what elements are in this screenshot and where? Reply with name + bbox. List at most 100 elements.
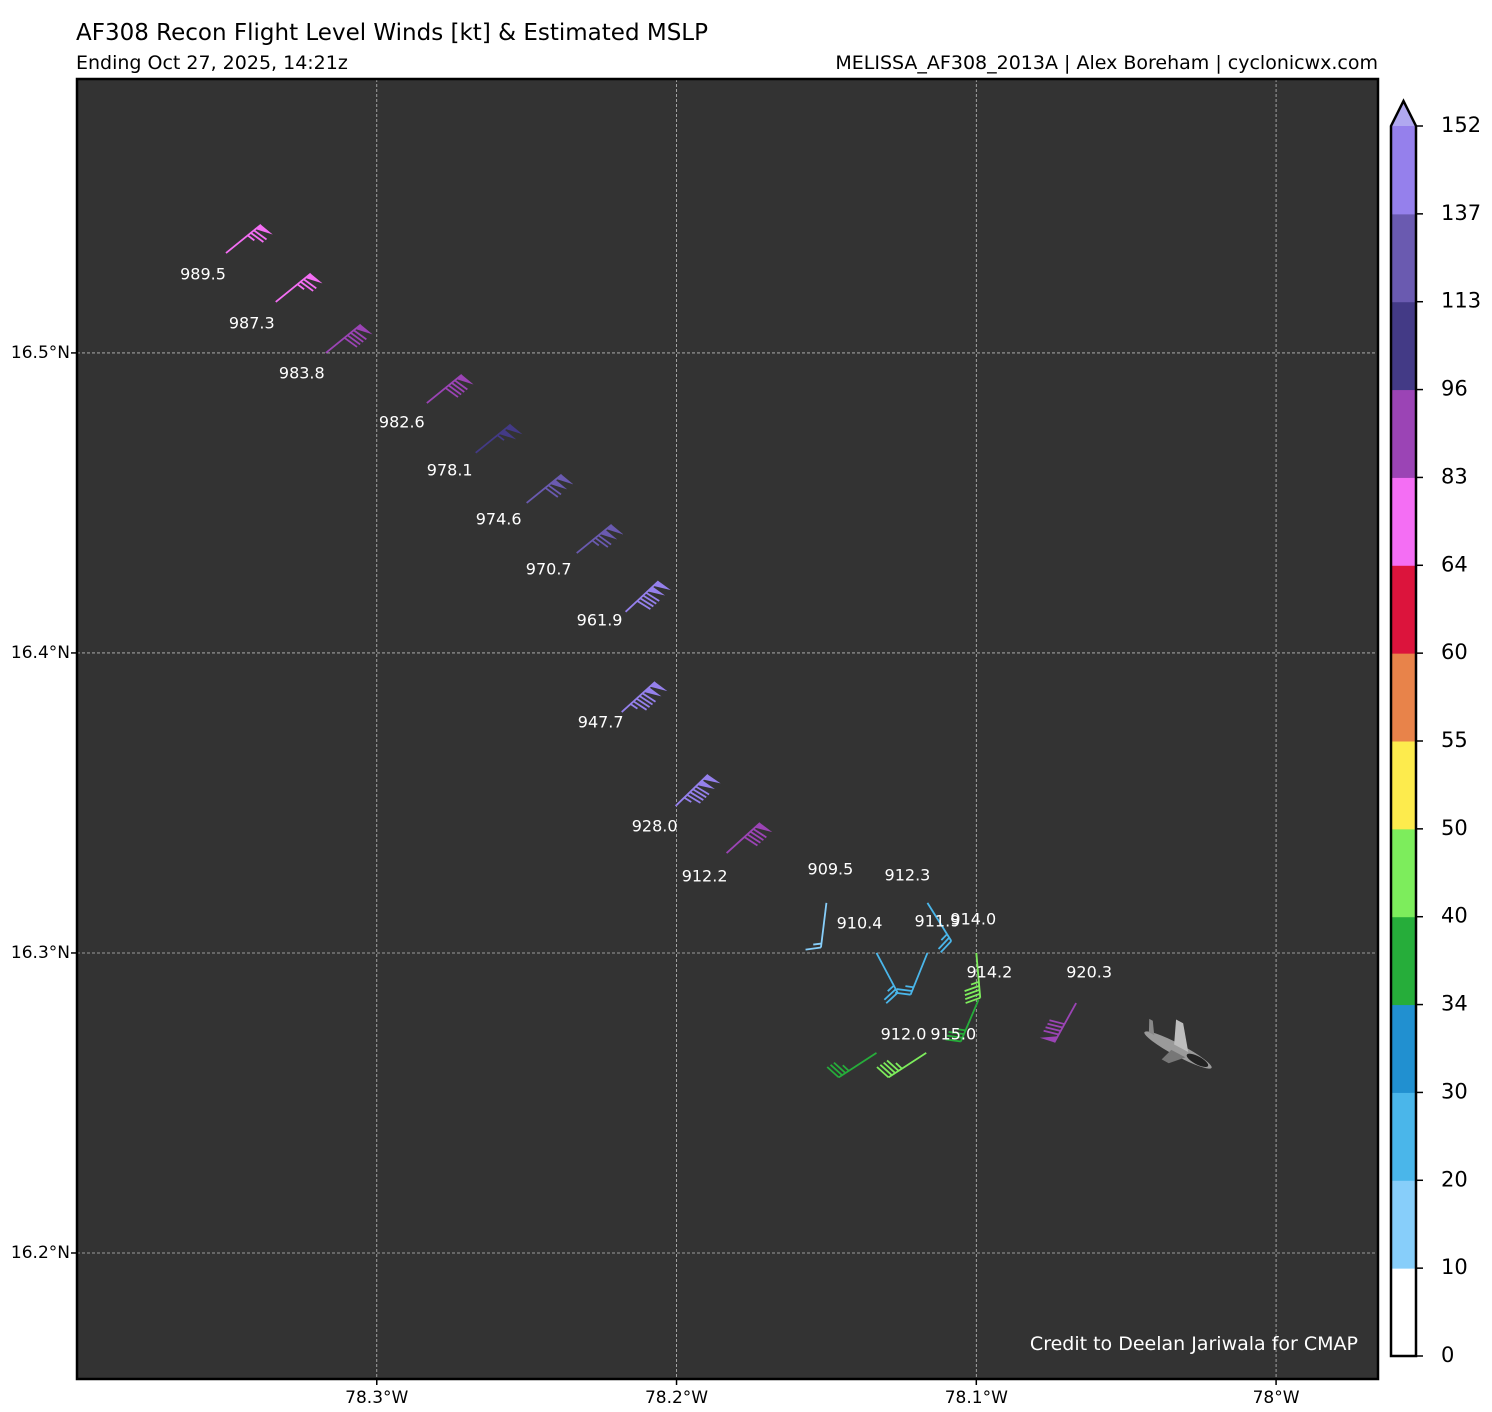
colorbar-tick-label: 64 (1441, 552, 1468, 576)
wind-barb (826, 1052, 877, 1079)
pressure-label: 911.9 (915, 911, 961, 930)
colorbar-swatch (1391, 916, 1416, 1006)
barb-half (813, 942, 822, 946)
barb-staff (1053, 1002, 1077, 1043)
wind-barb (225, 223, 273, 254)
barb-tick (636, 697, 651, 708)
barb-tick (594, 537, 609, 548)
y-tick-label: 16.3°N (11, 943, 70, 963)
barb-flag (600, 529, 618, 540)
barb-tick (633, 700, 648, 711)
barb-half (905, 985, 914, 989)
barb-tick (876, 1066, 890, 1079)
x-tick-label: 78.1°W (945, 1388, 1008, 1408)
wind-barb (895, 952, 929, 996)
credit-text: Credit to Deelan Jariwala for CMAP (1030, 1333, 1358, 1355)
barb-tick (895, 991, 911, 996)
barb-tick (451, 382, 465, 393)
map-source: MELISSA_AF308_2013A | Alex Boreham | cyc… (835, 52, 1378, 74)
pressure-label: 974.6 (476, 509, 522, 528)
barb-tick (454, 379, 468, 391)
pressure-label: 989.5 (180, 265, 226, 284)
barb-tick (597, 534, 612, 546)
barb-flag (647, 586, 666, 596)
barb-half (970, 981, 980, 986)
barb-half (842, 1064, 850, 1072)
barb-flag (754, 822, 773, 833)
barb-flag (653, 581, 671, 591)
barb-half (895, 1062, 903, 1070)
barb-staff (475, 423, 512, 454)
barb-tick (636, 600, 651, 610)
x-tick-label: 78°W (1253, 1388, 1300, 1408)
barb-tick (544, 487, 559, 498)
barb-tick (641, 692, 656, 703)
barb-tick (353, 329, 367, 341)
barb-flag (556, 474, 574, 485)
barb-tick (1047, 1022, 1063, 1029)
barb-tick (639, 597, 654, 608)
barb-tick (964, 988, 980, 996)
barb-tick (253, 229, 268, 241)
wind-barb (475, 423, 523, 454)
grid (77, 79, 1378, 1379)
wind-barb (926, 902, 953, 953)
colorbar-tick-label: 40 (1441, 904, 1468, 928)
y-tick-label: 16.5°N (11, 343, 70, 363)
wind-barb (875, 952, 899, 1004)
barb-half (591, 539, 600, 547)
barb-tick (948, 1031, 965, 1036)
barbs: 989.5 987.3 983.8 982.6 978.1 974.6 970.7 961.9… (180, 223, 1112, 1079)
barb-staff (820, 902, 828, 948)
colorbar-swatch (1391, 477, 1416, 566)
colorbar-swatch (1391, 126, 1416, 215)
barb-tick (692, 788, 707, 799)
barb-staff (621, 681, 656, 713)
colorbar-tick-label: 137 (1441, 201, 1481, 225)
barb-tick (300, 281, 314, 292)
colorbar-swatch (1391, 741, 1416, 830)
y-tick-label: 16.2°N (11, 1243, 70, 1263)
barb-flag (505, 424, 523, 435)
barb-staff (526, 473, 563, 504)
barb-tick (883, 1061, 896, 1074)
barb-tick (695, 785, 710, 796)
colorbar-swatch (1391, 1004, 1416, 1093)
barb-flag (1039, 1036, 1058, 1043)
barb-tick (1045, 1026, 1061, 1032)
y-tick-label: 16.4°N (11, 643, 70, 663)
pressure-label: 978.1 (427, 460, 473, 479)
colorbar-tick-label: 0 (1441, 1343, 1454, 1367)
colorbar-tick-label: 152 (1441, 113, 1481, 137)
barb-tick (826, 1066, 840, 1079)
wind-barb (964, 952, 982, 1004)
barb-flag (549, 479, 568, 490)
wind-barb (725, 822, 773, 854)
barb-tick (940, 940, 952, 953)
colorbar: 0 10 20 30 34 40 50 55 60 64 83 96 113 137 152 (1389, 98, 1481, 1367)
wind-barb (275, 272, 323, 303)
barb-half (630, 703, 638, 710)
barb-tick (642, 594, 657, 605)
barb-tick (746, 833, 761, 844)
barb-tick (547, 484, 562, 496)
wind-barb (325, 323, 373, 354)
barb-tick (689, 791, 704, 801)
pressure-label: 920.3 (1066, 963, 1112, 982)
pressure-label: 983.8 (279, 363, 325, 382)
wind-barb (876, 1052, 927, 1079)
barb-tick (1049, 1019, 1065, 1025)
barb-tick (743, 836, 758, 847)
barb-tick (946, 1034, 963, 1039)
barb-tick (347, 334, 361, 346)
colorbar-extend (1391, 101, 1416, 126)
barb-half (496, 434, 505, 441)
wind-barb (621, 681, 668, 713)
barb-tick (937, 937, 950, 950)
barb-flag (643, 687, 662, 697)
barb-tick (749, 830, 764, 841)
aircraft-icon (1144, 1018, 1212, 1069)
pressure-label: 987.3 (229, 313, 275, 332)
barb-half (957, 1028, 966, 1032)
